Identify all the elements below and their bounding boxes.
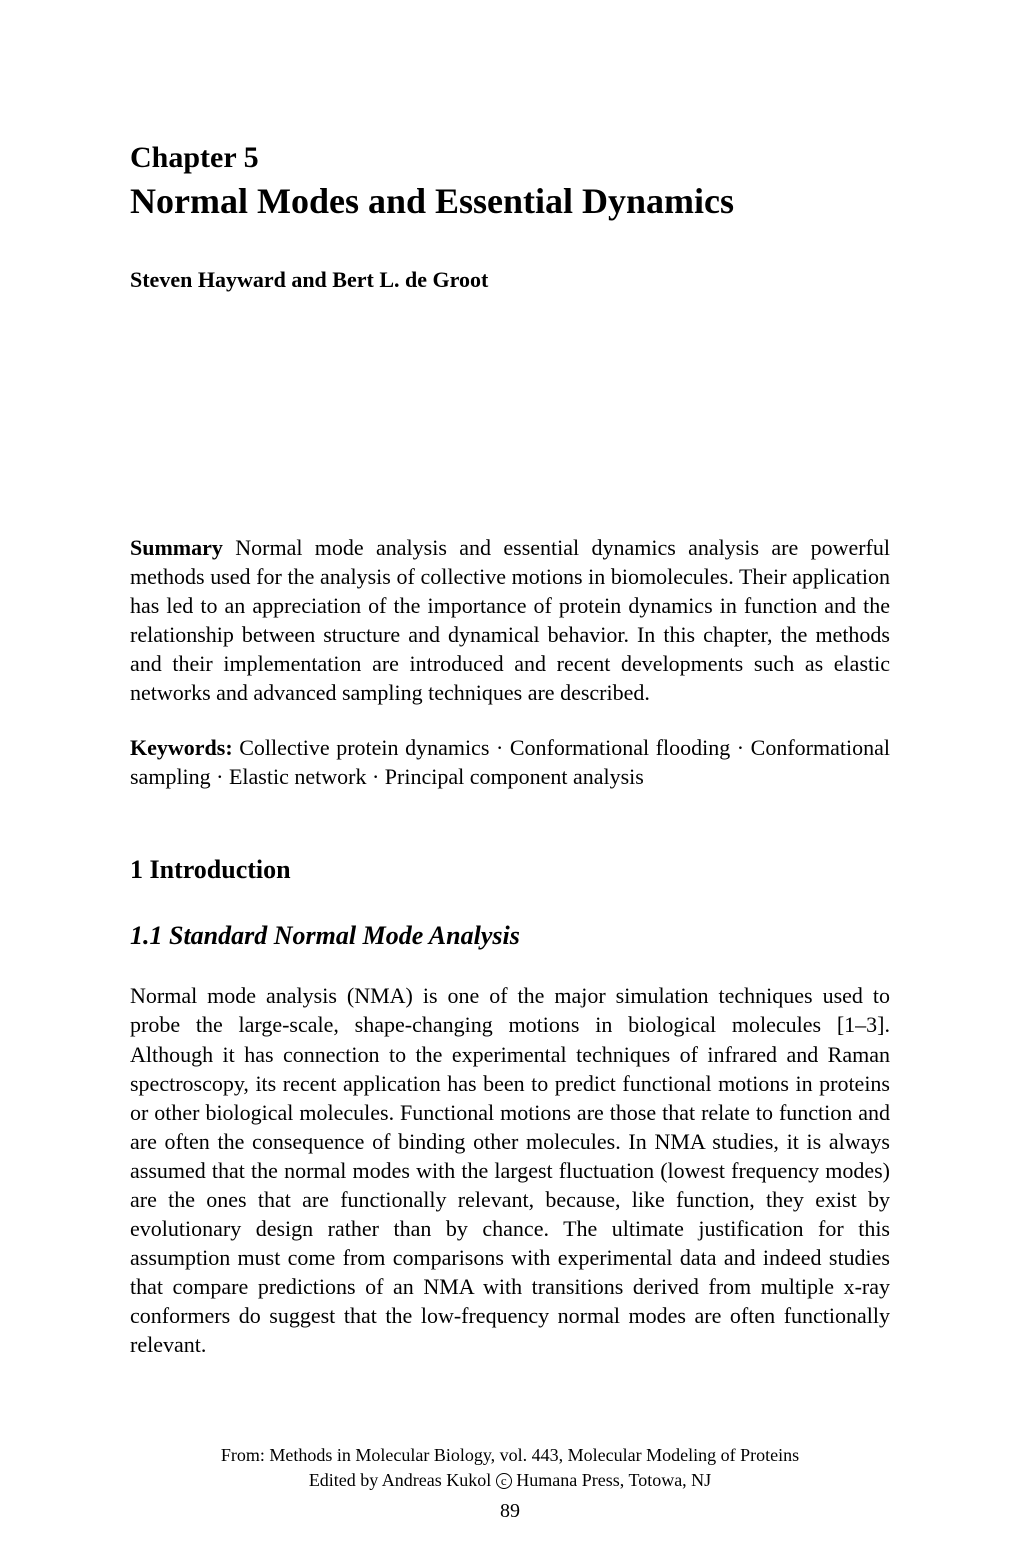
keywords-text: Collective protein dynamics · Conformati… (130, 735, 890, 789)
section-1-heading: 1 Introduction (130, 855, 890, 885)
footer: From: Methods in Molecular Biology, vol.… (0, 1443, 1020, 1492)
page-number: 89 (0, 1500, 1020, 1523)
summary-text: Normal mode analysis and essential dynam… (130, 535, 890, 705)
summary-label: Summary (130, 535, 223, 560)
page: Chapter 5 Normal Modes and Essential Dyn… (0, 0, 1020, 1441)
keywords-label: Keywords: (130, 735, 233, 760)
footer-line-2: Edited by Andreas Kukol c Humana Press, … (0, 1468, 1020, 1492)
authors: Steven Hayward and Bert L. de Groot (130, 267, 890, 293)
copyright-icon: c (496, 1473, 512, 1489)
summary-block: Summary Normal mode analysis and essenti… (130, 533, 890, 707)
subsection-1-1-heading: 1.1 Standard Normal Mode Analysis (130, 921, 890, 951)
keywords-block: Keywords: Collective protein dynamics · … (130, 733, 890, 791)
section-1-1-paragraph: Normal mode analysis (NMA) is one of the… (130, 981, 890, 1358)
chapter-title: Normal Modes and Essential Dynamics (130, 180, 890, 223)
chapter-label: Chapter 5 (130, 140, 890, 176)
footer-line-2-post: Humana Press, Totowa, NJ (512, 1470, 711, 1490)
footer-line-2-pre: Edited by Andreas Kukol (309, 1470, 496, 1490)
footer-line-1: From: Methods in Molecular Biology, vol.… (0, 1443, 1020, 1467)
